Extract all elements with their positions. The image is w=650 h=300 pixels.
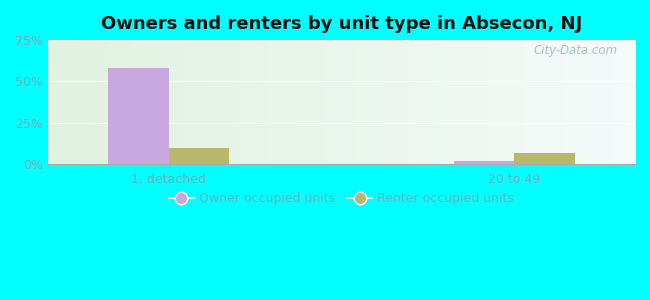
Bar bbox=[514, 153, 575, 164]
Bar bbox=[109, 68, 169, 164]
Title: Owners and renters by unit type in Absecon, NJ: Owners and renters by unit type in Absec… bbox=[101, 15, 582, 33]
Legend: Owner occupied units, Renter occupied units: Owner occupied units, Renter occupied un… bbox=[164, 187, 519, 210]
Bar bbox=[454, 161, 514, 164]
Bar bbox=[169, 148, 229, 164]
Text: City-Data.com: City-Data.com bbox=[533, 44, 618, 57]
